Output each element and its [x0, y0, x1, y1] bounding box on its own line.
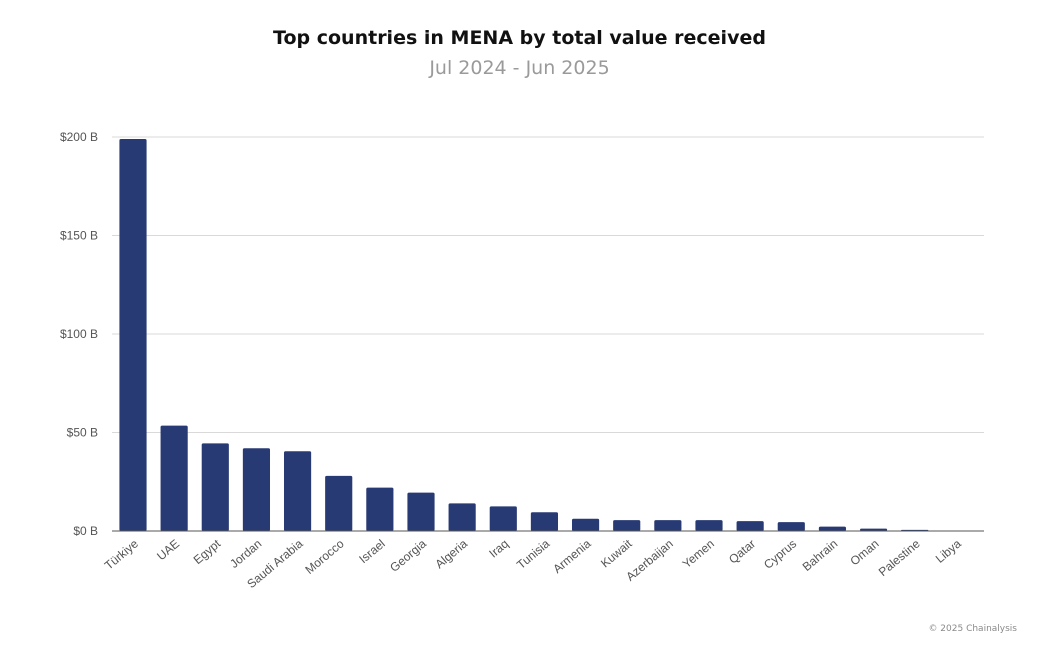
y-axis-tick-labels: $0 B $50 B $100 B $150 B $200 B [60, 130, 98, 538]
x-tick-label: Bahrain [800, 537, 841, 574]
x-tick-label: Türkiye [102, 536, 141, 572]
bar [489, 506, 517, 531]
x-tick-label: Jordan [227, 537, 264, 571]
bar [325, 475, 353, 531]
bar [407, 492, 435, 531]
bar [777, 522, 805, 531]
bar [859, 528, 888, 531]
bar [736, 521, 764, 531]
x-tick-label: Israel [356, 537, 387, 567]
bar [695, 520, 723, 531]
bar [448, 503, 476, 531]
y-tick-label: $150 B [60, 229, 98, 243]
x-tick-label: Kuwait [598, 536, 635, 570]
chart-title: Top countries in MENA by total value rec… [273, 27, 766, 49]
bar [571, 518, 600, 531]
x-tick-label: Cyprus [761, 537, 799, 572]
bar [160, 425, 188, 531]
x-tick-label: Iraq [486, 537, 511, 561]
bar [201, 443, 229, 531]
x-tick-label: Tunisia [514, 536, 553, 572]
x-tick-label: Yemen [680, 537, 717, 571]
x-tick-label: UAE [154, 537, 182, 564]
bar [654, 520, 682, 531]
bar [530, 512, 559, 531]
bar [283, 451, 312, 531]
bar [613, 520, 641, 531]
x-tick-label: Palestine [876, 536, 923, 579]
chart-subtitle: Jul 2024 - Jun 2025 [429, 57, 610, 79]
x-tick-label: Qatar [726, 537, 758, 567]
y-tick-label: $200 B [60, 130, 98, 144]
y-tick-label: $50 B [67, 426, 98, 440]
bar [818, 526, 847, 531]
x-tick-label: Libya [933, 536, 964, 565]
bar [242, 448, 271, 531]
x-tick-label: Algeria [432, 536, 470, 571]
bars [119, 138, 929, 531]
x-tick-label: Armenia [550, 536, 593, 576]
gridlines [112, 136, 984, 433]
y-tick-label: $100 B [60, 327, 98, 341]
x-tick-label: Egypt [191, 536, 224, 567]
x-tick-label: Oman [847, 537, 881, 569]
copyright-credit: © 2025 Chainalysis [928, 624, 1017, 634]
x-tick-label: Morocco [302, 536, 346, 577]
y-tick-label: $0 B [73, 524, 98, 538]
x-tick-label: Georgia [387, 536, 429, 574]
bar [366, 487, 394, 531]
bar [119, 138, 147, 531]
